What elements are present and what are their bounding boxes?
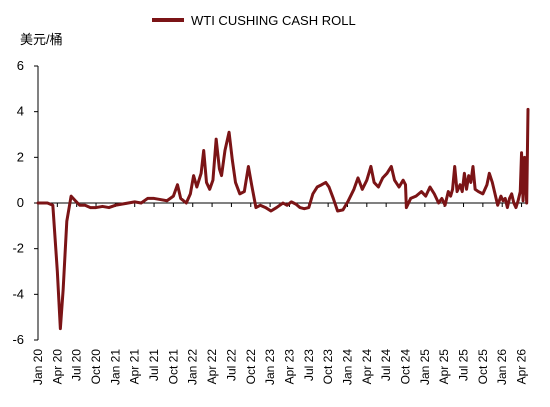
x-tick-label: Jan 23 [263,349,277,385]
x-tick-label: Apr 22 [205,349,219,385]
y-tick-label: 2 [17,149,24,164]
x-tick-label: Jul 20 [70,349,84,381]
x-tick-label: Apr 26 [515,349,529,385]
x-tick-label: Jul 24 [379,349,393,381]
x-tick-label: Jul 22 [224,349,238,381]
legend-label: WTI CUSHING CASH ROLL [191,13,356,28]
x-tick-label: Apr 23 [282,349,296,385]
x-tick-label: Apr 20 [50,349,64,385]
x-axis: Jan 20 Apr 20 Jul 20 Oct 20 Jan 21 Apr 21 Jul … [31,202,529,385]
x-tick-label: Jan 24 [340,349,354,385]
x-tick-label: Apr 24 [360,349,374,385]
y-tick-label: -6 [12,332,24,347]
y-tick-label: 6 [17,58,24,73]
x-tick-label: Jul 21 [147,349,161,381]
x-tick-label: Jan 25 [418,349,432,385]
x-tick-label: Oct 22 [244,349,258,385]
x-tick-label: Jul 25 [457,349,471,381]
x-tick-label: Oct 20 [89,349,103,385]
x-tick-label: Jan 26 [495,349,509,385]
x-tick-label: Apr 21 [128,349,142,385]
unit-label: 美元/桶 [20,32,63,47]
x-tick-label: Jul 23 [302,349,316,381]
x-tick-label: Apr 25 [437,349,451,385]
x-tick-label: Oct 25 [476,349,490,385]
legend: WTI CUSHING CASH ROLL [152,13,356,28]
y-axis: 6 4 2 0 -2 -4 -6 [12,58,39,347]
x-tick-label: Jan 22 [186,349,200,385]
y-tick-label: 4 [17,104,24,119]
y-tick-label: 0 [17,195,24,210]
x-tick-label: Jan 21 [108,349,122,385]
y-tick-label: -4 [12,286,24,301]
x-tick-label: Jan 20 [31,349,45,385]
x-tick-label: Oct 21 [166,349,180,385]
plot-area [36,107,530,331]
series-line-0 [36,107,530,331]
x-tick-label: Oct 24 [399,349,413,385]
y-tick-label: -2 [12,241,24,256]
x-tick-label: Oct 23 [321,349,335,385]
